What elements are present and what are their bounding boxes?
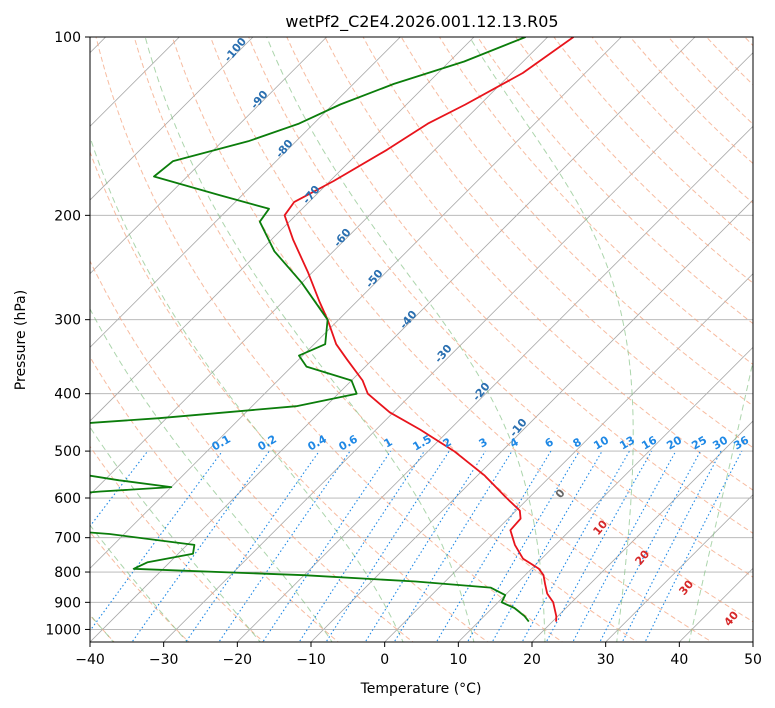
mixing-ratio-line [90, 450, 223, 632]
dry-adiabat-line [209, 37, 753, 623]
plot-area: -100-90-80-70-60-50-40-30-20-100.1 0.2 0.4… [90, 37, 753, 642]
moist-adiabat-line [90, 308, 333, 642]
y-tick-label: 800 [54, 565, 81, 581]
chart-title: wetPf2_C2E4.2026.001.12.13.R05 [285, 12, 558, 32]
dry-adiabat-line [90, 356, 340, 642]
isotherm-line [531, 420, 753, 642]
dewpoint-profile-line [90, 37, 530, 623]
mixing-ratio-line [325, 450, 450, 642]
mixing-ratio-line [621, 450, 722, 642]
temperature-profile-line [283, 37, 575, 622]
moist-adiabat-line [90, 524, 188, 642]
dry-adiabat-line [324, 37, 753, 491]
dry-adiabat-line [90, 150, 489, 642]
dry-adiabat-line [248, 37, 753, 578]
dry-adiabat-line [438, 37, 753, 366]
y-tick-label: 500 [54, 444, 81, 460]
isotherm-line [90, 37, 696, 642]
dry-adiabat-line [362, 37, 753, 449]
x-tick-label: −40 [75, 652, 105, 668]
mixing-ratio-line [218, 450, 351, 642]
isotherm-line [90, 37, 327, 275]
mixing-ratio-line [298, 450, 425, 642]
isotherm-line [237, 125, 753, 642]
x-tick-label: −20 [223, 652, 253, 668]
isotherm-line [605, 494, 753, 642]
dry-adiabat-line [90, 259, 414, 642]
isotherm-line [90, 37, 548, 496]
isotherm-line [90, 37, 254, 201]
isotherm-line [163, 52, 753, 642]
y-tick-label: 900 [54, 595, 81, 611]
mixing-ratio-line [572, 450, 677, 642]
mixing-ratio-lines [90, 450, 743, 642]
moist-adiabat-line [266, 37, 546, 642]
plot-frame [89, 36, 754, 643]
x-tick-label: 50 [744, 652, 762, 668]
x-tick-label: 30 [597, 652, 615, 668]
y-axis-title: Pressure (hPa) [13, 290, 29, 390]
moist-adiabat-line [688, 358, 753, 642]
mixing-ratio-line [364, 450, 486, 642]
dry-adiabat-line [95, 37, 564, 642]
mixing-ratio-line [466, 450, 580, 642]
mixing-ratio-line [131, 450, 270, 642]
moist-adiabat-line [469, 37, 634, 642]
mixing-ratio-line [599, 450, 701, 642]
dry-adiabat-line [133, 37, 638, 642]
y-tick-label: 100 [54, 30, 81, 46]
dry-adiabat-line [90, 531, 190, 642]
x-tick-label: 20 [523, 652, 541, 668]
dry-adiabat-line [286, 37, 753, 534]
isotherm-line [90, 37, 401, 348]
y-tick-label: 1000 [45, 622, 81, 638]
y-axis: 100 200 300 400 500 600 700 800 900 1000 [45, 30, 90, 638]
y-tick-label: 400 [54, 387, 81, 403]
profile-series [90, 37, 575, 623]
isotherm-line [90, 37, 475, 422]
mixing-ratio-line [185, 450, 320, 642]
x-tick-label: 0 [380, 652, 389, 668]
x-axis: −40 −30 −20 −10 0 10 20 30 40 50 [75, 642, 762, 668]
y-tick-label: 200 [54, 208, 81, 224]
isotherm-line [310, 199, 753, 642]
y-tick-label: 700 [54, 531, 81, 547]
isotherm-lines [90, 37, 753, 642]
x-tick-label: 40 [670, 652, 688, 668]
mixing-ratio-line [262, 450, 392, 642]
isotherm-line [458, 346, 753, 642]
x-tick-label: −10 [296, 652, 326, 668]
y-tick-label: 300 [54, 313, 81, 329]
moist-adiabat-line [90, 135, 404, 642]
x-axis-title: Temperature (°C) [360, 681, 482, 697]
y-tick-label: 600 [54, 491, 81, 507]
mixing-ratio-line [393, 450, 513, 642]
isotherm-line [90, 37, 622, 569]
x-tick-label: −30 [149, 652, 179, 668]
isotherm-line [384, 273, 753, 642]
moist-adiabat-line [144, 37, 475, 642]
x-tick-label: 10 [449, 652, 467, 668]
